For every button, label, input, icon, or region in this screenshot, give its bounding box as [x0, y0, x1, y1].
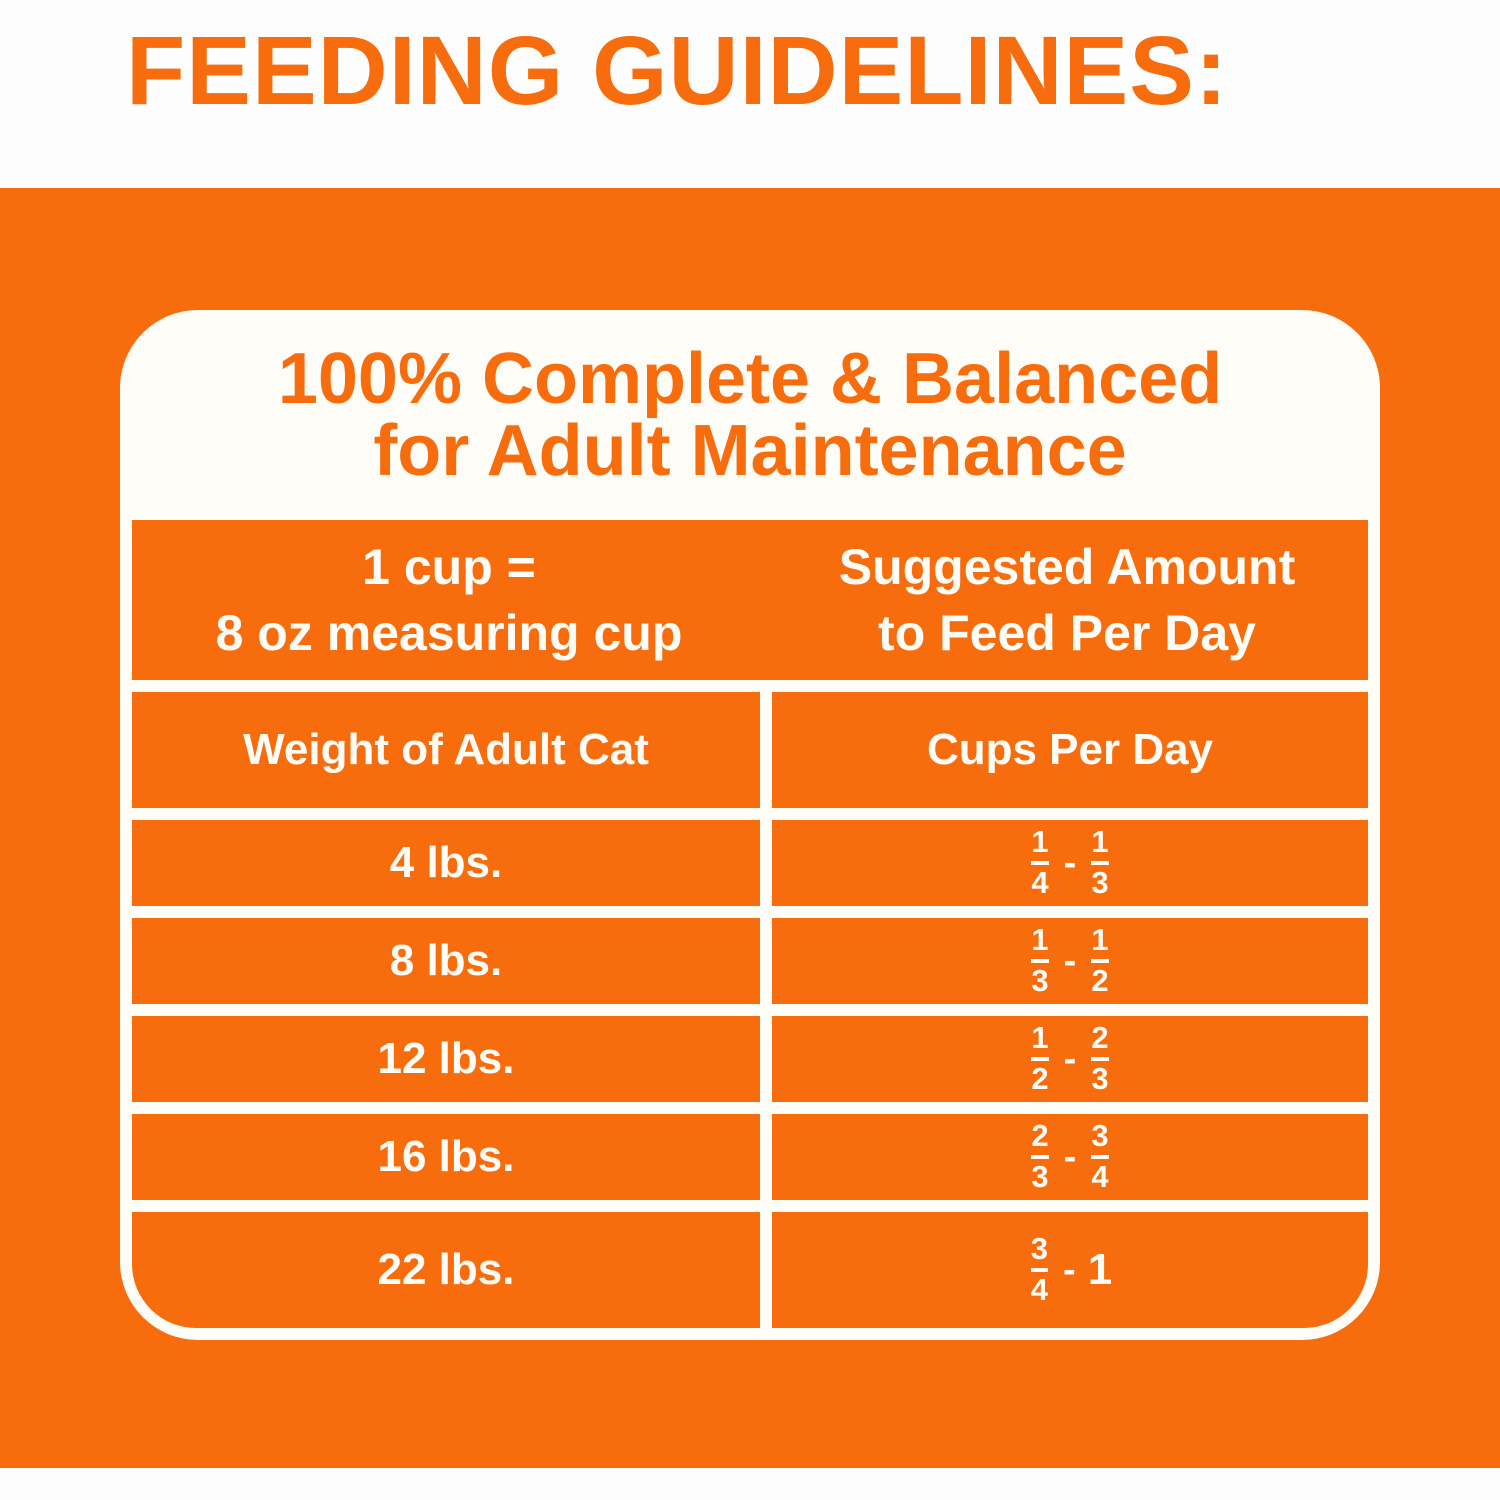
- fraction-numerator: 1: [1091, 824, 1109, 860]
- subheader-weight-of-adult-cat: Weight of Adult Cat: [132, 692, 760, 808]
- fraction-denominator: 3: [1091, 1057, 1109, 1096]
- fraction-denominator: 4: [1030, 1268, 1049, 1307]
- fraction-to: 3 4: [1088, 1120, 1111, 1193]
- fraction-from: 1 3: [1028, 924, 1051, 997]
- panel-heading-line-1: 100% Complete & Balanced: [277, 339, 1223, 419]
- fraction-to: 1 3: [1088, 826, 1111, 899]
- fraction-numerator: 3: [1030, 1231, 1049, 1267]
- table-row-16-lbs: 16 lbs. 2 3 - 3 4: [132, 1114, 1368, 1200]
- fraction-from: 1 2: [1028, 1022, 1051, 1095]
- header-suggested-amount-line-2: to Feed Per Day: [878, 605, 1256, 661]
- fraction-numerator: 1: [1031, 922, 1049, 958]
- fraction-denominator: 2: [1031, 1057, 1049, 1096]
- fraction-from: 1 4: [1028, 826, 1051, 899]
- cups-range: 1 2 - 2 3: [1028, 1022, 1111, 1095]
- table-row-8-lbs: 8 lbs. 1 3 - 1 2: [132, 918, 1368, 1004]
- table-header-band: 1 cup = 8 oz measuring cup Suggested Amo…: [132, 520, 1368, 680]
- table-row-4-lbs: 4 lbs. 1 4 - 1 3: [132, 820, 1368, 906]
- page-title: FEEDING GUIDELINES:: [126, 16, 1229, 125]
- fraction-denominator: 2: [1091, 959, 1109, 998]
- table-subheader-row: Weight of Adult Cat Cups Per Day: [132, 692, 1368, 808]
- header-suggested-amount-line-1: Suggested Amount: [838, 539, 1296, 595]
- header-cup-measure-line-2: 8 oz measuring cup: [215, 605, 683, 661]
- fraction-denominator: 3: [1031, 959, 1049, 998]
- cups-cell: 2 3 - 3 4: [772, 1114, 1368, 1200]
- fraction-from: 3 4: [1028, 1233, 1051, 1306]
- header-suggested-amount: Suggested Amount to Feed Per Day: [766, 520, 1368, 680]
- fraction-numerator: 1: [1091, 922, 1109, 958]
- fraction-numerator: 2: [1091, 1020, 1109, 1056]
- fraction-from: 2 3: [1028, 1120, 1051, 1193]
- fraction-to: 2 3: [1088, 1022, 1111, 1095]
- weight-cell: 22 lbs.: [132, 1212, 760, 1328]
- fraction-denominator: 4: [1031, 861, 1049, 900]
- range-separator: -: [1063, 1037, 1077, 1080]
- cups-cell: 1 2 - 2 3: [772, 1016, 1368, 1102]
- range-separator: -: [1063, 841, 1077, 884]
- weight-cell: 16 lbs.: [132, 1114, 760, 1200]
- fraction-numerator: 1: [1031, 824, 1049, 860]
- weight-cell: 8 lbs.: [132, 918, 760, 1004]
- cups-range: 1 4 - 1 3: [1028, 826, 1111, 899]
- cups-cell: 3 4 - 1: [772, 1212, 1368, 1328]
- cups-range: 3 4 - 1: [1028, 1233, 1112, 1306]
- fraction-to: 1 2: [1088, 924, 1111, 997]
- cups-range: 1 3 - 1 2: [1028, 924, 1111, 997]
- cups-cell: 1 3 - 1 2: [772, 918, 1368, 1004]
- orange-background: 100% Complete & Balanced for Adult Maint…: [0, 188, 1500, 1468]
- cups-cell: 1 4 - 1 3: [772, 820, 1368, 906]
- fraction-denominator: 4: [1091, 1155, 1109, 1194]
- range-separator: -: [1063, 939, 1077, 982]
- table-row-22-lbs: 22 lbs. 3 4 - 1: [132, 1212, 1368, 1328]
- table-row-12-lbs: 12 lbs. 1 2 - 2 3: [132, 1016, 1368, 1102]
- cups-range: 2 3 - 3 4: [1028, 1120, 1111, 1193]
- fraction-denominator: 3: [1091, 861, 1109, 900]
- subheader-cups-per-day: Cups Per Day: [772, 692, 1368, 808]
- fraction-numerator: 2: [1031, 1118, 1049, 1154]
- fraction-numerator: 3: [1091, 1118, 1109, 1154]
- weight-cell: 4 lbs.: [132, 820, 760, 906]
- range-separator: -: [1063, 1248, 1076, 1291]
- range-separator: -: [1063, 1135, 1077, 1178]
- table-header-row: 1 cup = 8 oz measuring cup Suggested Amo…: [132, 520, 1368, 680]
- header-cup-measure-line-1: 1 cup =: [362, 539, 536, 595]
- fraction-numerator: 1: [1031, 1020, 1049, 1056]
- panel-heading-line-2: for Adult Maintenance: [373, 411, 1127, 491]
- fraction-denominator: 3: [1031, 1155, 1049, 1194]
- panel-heading: 100% Complete & Balanced for Adult Maint…: [132, 322, 1368, 508]
- guidelines-panel: 100% Complete & Balanced for Adult Maint…: [120, 310, 1380, 1340]
- whole-number-value: 1: [1087, 1245, 1113, 1294]
- header-cup-measure: 1 cup = 8 oz measuring cup: [132, 520, 766, 680]
- weight-cell: 12 lbs.: [132, 1016, 760, 1102]
